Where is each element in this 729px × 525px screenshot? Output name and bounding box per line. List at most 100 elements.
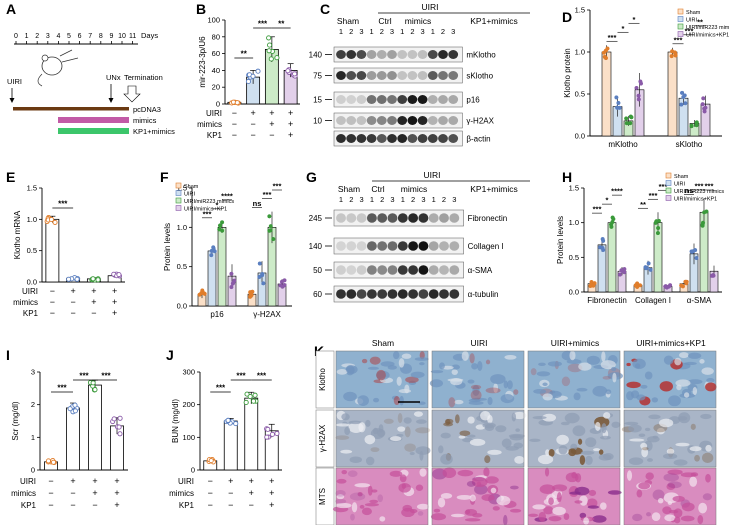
- data-point: [628, 114, 633, 119]
- blot-band: [449, 213, 460, 223]
- histology-texture: [690, 423, 696, 430]
- histology-texture: [393, 396, 400, 406]
- timeline-tick-label: 1: [25, 33, 29, 40]
- sig-label: ***: [674, 35, 683, 44]
- data-point: [229, 271, 234, 276]
- histology-texture: [397, 413, 403, 424]
- histology-texture: [628, 424, 642, 433]
- y-tick-label: 1.5: [177, 184, 187, 193]
- blot-band: [387, 95, 397, 104]
- treatment-mark: +: [288, 108, 293, 118]
- data-point: [711, 273, 716, 278]
- legend-swatch: [665, 195, 672, 201]
- sig-label: ***: [659, 182, 668, 191]
- data-point: [255, 68, 261, 74]
- histology-texture: [681, 502, 695, 512]
- blot-band: [439, 289, 449, 299]
- histology-texture: [358, 422, 366, 433]
- histology-texture: [503, 514, 508, 525]
- histology-frame: [431, 467, 525, 525]
- data-point: [268, 224, 273, 229]
- histology-texture: [371, 489, 378, 493]
- sig-label: **: [241, 50, 248, 59]
- blot-band-label: γ-H2AX: [466, 117, 494, 126]
- blot-band: [376, 95, 387, 104]
- data-point: [282, 283, 287, 288]
- blot-mw-label: 245: [309, 214, 323, 223]
- histology-texture: [605, 389, 612, 395]
- histology-texture: [369, 356, 381, 365]
- legend-entry: UIRI: [686, 18, 697, 24]
- sig-label: ***: [257, 372, 267, 381]
- data-point: [48, 216, 55, 223]
- histology-texture: [657, 498, 664, 504]
- histology-texture: [409, 509, 418, 514]
- y-axis-label: Protein levels: [556, 216, 565, 264]
- x-group-label: mKlotho: [608, 140, 638, 149]
- histology-texture: [451, 364, 460, 370]
- blot-band: [417, 71, 428, 80]
- histology-texture: [663, 355, 674, 365]
- histology-texture: [632, 513, 643, 522]
- blot-band-label: α-SMA: [468, 266, 493, 275]
- treatment-mark: +: [269, 119, 274, 129]
- histology-texture: [674, 516, 681, 524]
- data-point: [50, 459, 57, 465]
- blot-band: [387, 116, 397, 125]
- treatment-label: mimics: [11, 489, 36, 498]
- blot-lane-number: 3: [451, 27, 455, 36]
- y-axis-label: Scr (mg/dl): [11, 401, 20, 440]
- blot-band: [428, 241, 439, 251]
- treatment-mark: +: [250, 108, 255, 118]
- data-point: [622, 267, 627, 272]
- histology-texture: [663, 453, 678, 460]
- histology-texture: [451, 513, 465, 518]
- blot-band: [346, 289, 357, 299]
- data-point: [72, 408, 78, 414]
- data-point: [250, 73, 256, 79]
- histology-texture: [558, 445, 568, 455]
- histology-texture: [663, 473, 679, 482]
- histology-texture: [697, 514, 704, 525]
- blot-band: [438, 116, 448, 125]
- histology-texture: [545, 449, 550, 456]
- histology-texture: [469, 494, 476, 502]
- histology-texture: [413, 411, 423, 417]
- histology-texture: [503, 380, 508, 389]
- histology-texture: [595, 421, 601, 432]
- blot-lane-number: 2: [380, 27, 384, 36]
- data-point: [611, 216, 616, 222]
- blot-band: [336, 50, 346, 59]
- data-point: [669, 54, 674, 59]
- blot-mw-label: 10: [313, 117, 322, 126]
- histology-texture: [345, 365, 358, 374]
- y-tick-label: 0.5: [575, 90, 585, 99]
- blot-mw-label: 60: [313, 290, 322, 299]
- histology-texture: [357, 492, 363, 497]
- histology-texture: [410, 371, 425, 378]
- x-group-label: Collagen I: [635, 296, 671, 305]
- treatment-mark: −: [208, 488, 213, 498]
- data-point: [624, 121, 629, 126]
- blot-lane-number: 2: [410, 27, 414, 36]
- histology-texture: [667, 501, 673, 506]
- histology-texture: [579, 455, 586, 466]
- histology-texture: [484, 476, 499, 484]
- histology-texture: [472, 385, 480, 396]
- histology-texture: [678, 352, 689, 359]
- bar: [88, 384, 102, 471]
- histology-texture: [477, 360, 483, 371]
- data-point: [615, 105, 620, 110]
- y-tick-label: 0: [216, 100, 220, 109]
- histology-texture: [481, 494, 495, 502]
- data-point: [274, 430, 280, 437]
- blot-band-label: Collagen I: [468, 242, 504, 251]
- treatment-mark: −: [249, 500, 254, 510]
- blot-band: [366, 50, 377, 59]
- y-tick-label: 20: [212, 83, 220, 92]
- timeline-tick-label: 11: [129, 33, 136, 40]
- histology-texture: [335, 423, 351, 427]
- histology-frame: [623, 409, 717, 468]
- histology-texture: [350, 513, 355, 521]
- histology-texture: [578, 362, 592, 371]
